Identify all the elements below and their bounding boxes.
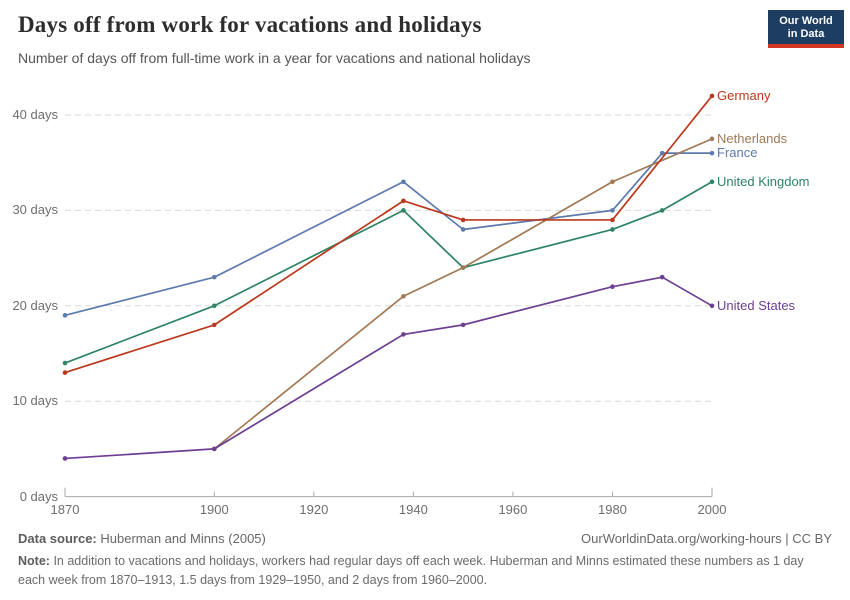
data-point xyxy=(401,208,406,213)
data-point xyxy=(62,456,68,461)
series-line-netherlands xyxy=(213,138,713,450)
data-point xyxy=(659,274,665,280)
data-point xyxy=(401,198,406,204)
x-axis-tick-label: 1920 xyxy=(299,502,329,517)
series-label-france[interactable]: France xyxy=(717,145,758,161)
series-label-united-kingdom[interactable]: United Kingdom xyxy=(717,173,810,189)
data-source: Data source: Huberman and Minns (2005) xyxy=(18,531,266,546)
data-point xyxy=(212,446,217,452)
data-point xyxy=(460,217,466,223)
series-label-germany[interactable]: Germany xyxy=(717,87,771,103)
note-label: Note: xyxy=(18,554,50,568)
data-point xyxy=(212,274,217,280)
series-label-united-states[interactable]: United States xyxy=(717,297,796,313)
data-point xyxy=(709,179,715,185)
data-point xyxy=(401,332,406,337)
note-text: In addition to vacations and holidays, w… xyxy=(18,554,804,587)
x-axis-tick-label: 1960 xyxy=(498,502,528,517)
data-point xyxy=(610,179,615,185)
data-point xyxy=(659,150,665,156)
data-point xyxy=(610,227,615,232)
series-line-united-states xyxy=(64,276,713,460)
data-point xyxy=(212,322,217,328)
data-point xyxy=(709,303,715,309)
x-axis-tick-label: 1870 xyxy=(50,502,80,517)
logo-line1: Our World xyxy=(779,15,833,27)
data-point xyxy=(401,179,406,185)
logo-accent-bar xyxy=(768,44,844,48)
data-source-label: Data source: xyxy=(18,531,97,546)
data-point xyxy=(212,303,217,309)
data-point xyxy=(460,322,466,328)
data-point xyxy=(62,313,68,318)
data-point xyxy=(610,217,615,223)
data-point xyxy=(709,136,715,142)
series-line-united-kingdom xyxy=(64,181,713,364)
chart-note: Note: In addition to vacations and holid… xyxy=(18,552,824,590)
x-axis-tick-label: 1900 xyxy=(199,502,229,517)
logo-line2: in Data xyxy=(787,28,825,40)
y-axis-tick-label: 20 days xyxy=(12,297,58,313)
data-point xyxy=(610,208,615,213)
data-point xyxy=(709,150,715,156)
data-point xyxy=(401,293,406,299)
data-point xyxy=(709,93,715,99)
data-point xyxy=(62,360,68,366)
y-axis-tick-label: 40 days xyxy=(12,107,58,122)
x-axis-tick-label: 2000 xyxy=(697,502,727,517)
series-line-france xyxy=(64,152,712,317)
credit-link[interactable]: OurWorldinData.org/working-hours | CC BY xyxy=(581,531,832,546)
data-source-value: Huberman and Minns (2005) xyxy=(100,531,266,546)
x-axis-tick-label: 1940 xyxy=(398,502,428,517)
data-point xyxy=(659,208,665,213)
page-title: Days off from work for vacations and hol… xyxy=(18,12,482,37)
x-axis-tick-label: 1980 xyxy=(597,502,627,517)
series-line-germany xyxy=(64,95,713,374)
y-axis-tick-label: 0 days xyxy=(19,488,58,504)
data-point xyxy=(62,370,68,375)
chart-subtitle: Number of days off from full-time work i… xyxy=(18,50,531,66)
data-point xyxy=(460,265,466,270)
y-axis-tick-label: 30 days xyxy=(12,202,58,218)
data-point xyxy=(610,284,615,290)
y-axis-tick-label: 10 days xyxy=(12,393,58,409)
series-label-netherlands[interactable]: Netherlands xyxy=(717,130,788,146)
owid-logo[interactable]: Our World in Data xyxy=(768,10,844,48)
data-point xyxy=(460,227,466,232)
